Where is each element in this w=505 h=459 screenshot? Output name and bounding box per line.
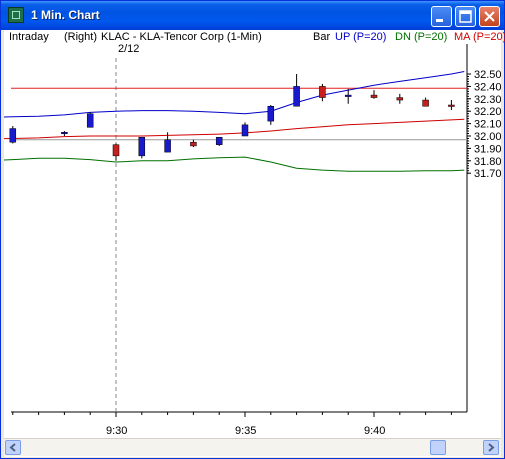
candle-body (422, 99, 429, 107)
x-tick-label: 9:35 (235, 425, 256, 437)
minimize-icon (436, 19, 443, 22)
candle-body (138, 136, 146, 157)
x-tick-label: 9:40 (364, 425, 385, 437)
date-marker-label: 2/12 (118, 43, 140, 55)
lower-band-line (4, 156, 465, 172)
maximize-button[interactable] (455, 6, 476, 27)
moving-average-line (4, 118, 465, 140)
chart-app-icon (8, 7, 24, 23)
candle-body (319, 86, 326, 98)
y-tick-label: 32.50 (474, 69, 501, 81)
price-chart: 32.5032.4032.3032.2032.1032.0031.9031.80… (4, 44, 501, 437)
up-band-legend: UP (P=20) (335, 31, 387, 43)
symbol-label: KLAC - KLA-Tencor Corp (1-Min) (101, 31, 262, 43)
candle-body (9, 128, 17, 143)
candle-body (215, 136, 223, 145)
right-arrow-icon (488, 443, 495, 452)
horizontal-scrollbar[interactable] (4, 438, 501, 456)
candle-body (112, 144, 120, 157)
y-tick-label: 32.30 (474, 94, 501, 106)
y-tick-label: 32.20 (474, 106, 501, 118)
title-bar[interactable]: 1 Min. Chart (1, 1, 504, 30)
left-arrow-icon (9, 443, 16, 452)
candle-body (344, 94, 352, 97)
candle-body (190, 141, 197, 147)
scroll-left-button[interactable] (5, 440, 21, 455)
style-label: Bar (313, 31, 331, 43)
intraday-label: Intraday (9, 31, 49, 43)
y-tick-label: 32.40 (474, 81, 501, 93)
y-tick-label: 31.80 (474, 156, 501, 168)
scroll-thumb[interactable] (430, 440, 446, 455)
axis-side-label: (Right) (64, 31, 98, 43)
minimize-button[interactable] (431, 6, 452, 27)
candle-body (241, 124, 249, 137)
candle-body (86, 113, 94, 128)
maximize-icon (459, 10, 472, 23)
candle-body (164, 139, 171, 153)
close-icon (484, 11, 495, 22)
candle-body (293, 86, 300, 107)
y-tick-label: 32.10 (474, 119, 501, 131)
x-tick-label: 9:30 (106, 425, 127, 437)
y-tick-label: 31.70 (474, 168, 501, 180)
candle-body (370, 94, 378, 98)
ma-legend: MA (P=20) (454, 31, 505, 43)
candle-body (61, 132, 68, 135)
upper-band-line (4, 71, 465, 118)
candle-body (396, 97, 404, 101)
window-title: 1 Min. Chart (31, 8, 100, 22)
chart-area[interactable]: Intraday (Right) KLAC - KLA-Tencor Corp … (4, 30, 505, 457)
close-button[interactable] (479, 6, 500, 27)
y-tick-label: 32.00 (474, 131, 501, 143)
scroll-right-button[interactable] (483, 440, 499, 455)
y-tick-label: 31.90 (474, 143, 501, 155)
candle-body (267, 105, 275, 122)
dn-band-legend: DN (P=20) (395, 31, 448, 43)
candle-body (448, 104, 455, 107)
